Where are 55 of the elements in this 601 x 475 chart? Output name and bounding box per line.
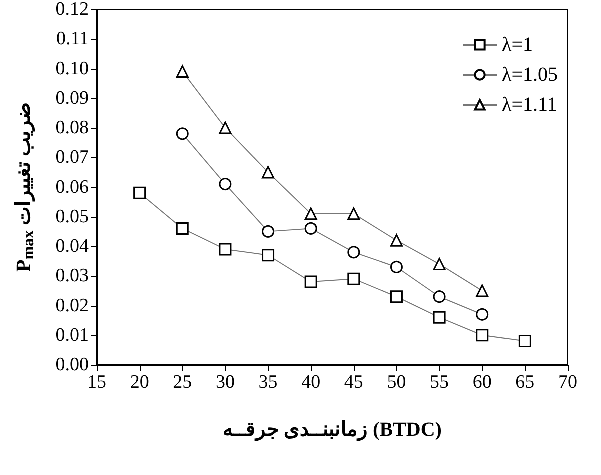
x-tick-label: 40 <box>302 372 321 393</box>
point <box>219 122 232 134</box>
legend-label: λ=1 <box>502 34 534 56</box>
y-tick-label: 0.12 <box>56 0 89 20</box>
point <box>476 329 489 342</box>
point <box>476 284 489 298</box>
legend-label: λ=1.11 <box>502 94 558 116</box>
point <box>304 276 318 288</box>
x-tick-label: 55 <box>430 372 450 393</box>
x-tick-label: 65 <box>516 372 535 393</box>
point <box>476 308 489 321</box>
point <box>219 243 232 256</box>
y-tick-label: 0.08 <box>56 118 89 138</box>
x-axis-title: زمانبنــدی جرقــه (BTDC) <box>223 419 442 442</box>
point <box>176 222 189 235</box>
x-tick-label: 60 <box>472 372 492 393</box>
x-tick-label: 20 <box>130 372 150 393</box>
point <box>433 290 446 304</box>
x-tick-label: 50 <box>387 372 406 393</box>
point <box>262 166 275 179</box>
y-tick-label: 0.04 <box>56 236 90 257</box>
y-tick-label: 0.10 <box>56 58 89 80</box>
point <box>219 178 232 191</box>
y-tick-label: 0.03 <box>56 266 89 287</box>
x-tick-label: 15 <box>88 372 106 393</box>
point <box>134 186 146 200</box>
point <box>518 335 532 348</box>
x-tick-label: 30 <box>216 372 235 393</box>
x-tick-label: 70 <box>558 372 578 393</box>
point <box>433 258 446 271</box>
point <box>348 208 360 220</box>
point <box>390 234 403 247</box>
point <box>304 208 318 220</box>
point <box>433 311 446 324</box>
y-tick-label: 0.05 <box>56 206 89 228</box>
point <box>176 128 189 140</box>
point <box>348 272 360 286</box>
y-tick-label: 0.07 <box>56 147 89 168</box>
y-tick-label: 0.02 <box>56 295 89 316</box>
point <box>262 249 275 262</box>
x-tick-label: 45 <box>344 372 364 393</box>
point <box>304 222 318 235</box>
point <box>390 290 403 304</box>
y-tick-label: 0.06 <box>56 176 89 198</box>
point <box>176 65 189 78</box>
y-tick-label: 0.11 <box>56 28 89 50</box>
x-tick-label: 25 <box>173 372 192 393</box>
x-tick-label: 35 <box>258 372 278 393</box>
y-tick-label: 0.00 <box>56 354 89 376</box>
y-tick-label: 0.01 <box>56 324 89 346</box>
point <box>348 246 360 259</box>
y-tick-label: 0.09 <box>56 88 89 109</box>
point <box>262 225 275 238</box>
point <box>390 260 403 274</box>
legend-label: λ=1.05 <box>502 64 558 86</box>
